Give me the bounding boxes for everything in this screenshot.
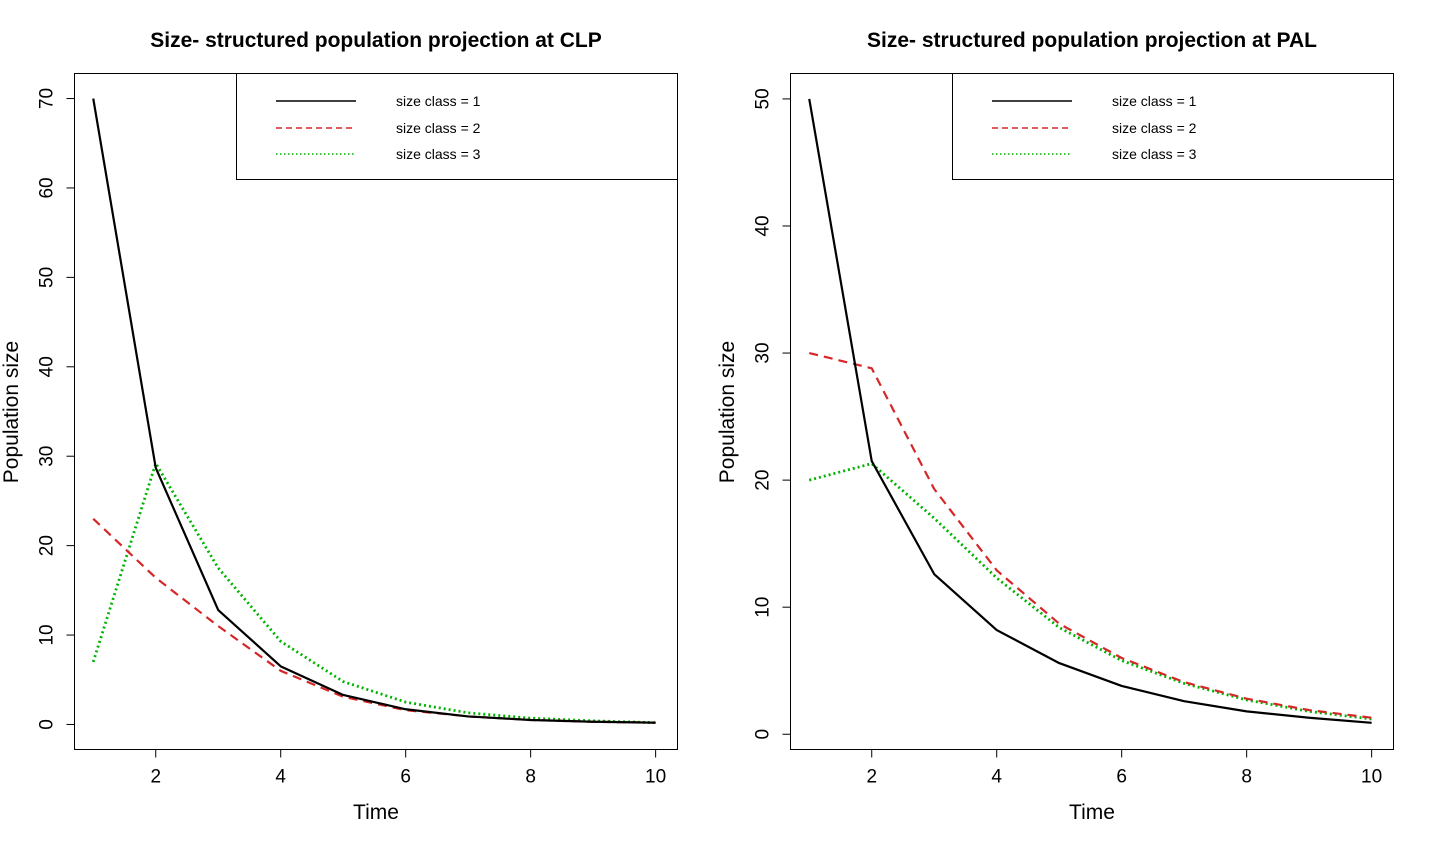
x-tick-label: 2 [866,767,877,788]
series-line-size-class-1 [808,98,1372,724]
x-tick-label: 6 [1116,767,1127,788]
y-tick-label: 40 [753,215,774,236]
legend-label-size-class-2: size class = 2 [396,120,481,136]
x-tick-label: 2 [150,767,161,788]
legend-label-size-class-1: size class = 1 [1112,93,1197,109]
series-line-size-class-3 [91,461,656,725]
y-tick-label: 20 [753,470,774,491]
x-tick-label: 8 [525,767,536,788]
legend-label-size-class-3: size class = 3 [396,146,481,162]
legend: size class = 1 size class = 2 size class… [952,73,1394,180]
x-tick-label: 6 [400,767,411,788]
y-tick-label: 50 [37,267,58,288]
y-tick-label: 30 [37,446,58,467]
legend-label-size-class-1: size class = 1 [396,93,481,109]
chart-pal: Size- structured population projection a… [716,29,1394,824]
y-tick-label: 30 [753,342,774,363]
y-axis: 0 10 20 30 40 50 [753,88,791,740]
y-tick-label: 60 [37,177,58,198]
y-tick-label: 10 [37,624,58,645]
series-line-size-class-2 [808,351,1372,719]
chart-clp: Size- structured population projection a… [0,29,678,824]
chart-title: Size- structured population projection a… [150,29,602,52]
series-line-size-class-2 [92,518,656,724]
x-axis: 2 4 6 8 10 [866,749,1382,788]
y-tick-label: 50 [753,88,774,109]
series-lines [91,98,656,725]
plot-frame [74,73,678,750]
plot-frame [790,73,1394,750]
x-tick-label: 10 [645,767,666,788]
x-axis-label: Time [353,801,399,824]
series-line-size-class-1 [92,98,656,724]
x-tick-label: 10 [1361,767,1382,788]
x-tick-label: 8 [1241,767,1252,788]
legend-label-size-class-3: size class = 3 [1112,146,1197,162]
legend-box [236,73,678,180]
series-lines [808,98,1372,724]
x-tick-label: 4 [275,767,286,788]
y-tick-label: 0 [37,719,58,730]
y-tick-label: 40 [37,356,58,377]
y-axis: 0 10 20 30 40 50 60 70 [37,88,75,730]
legend-label-size-class-2: size class = 2 [1112,120,1197,136]
x-axis: 2 4 6 8 10 [150,749,666,788]
y-axis-label: Population size [0,341,23,483]
legend-box [952,73,1394,180]
chart-title: Size- structured population projection a… [867,29,1317,52]
y-tick-label: 0 [753,729,774,740]
y-tick-label: 20 [37,535,58,556]
y-tick-label: 10 [753,597,774,618]
y-tick-label: 70 [37,88,58,109]
series-line-size-class-3 [808,462,1372,721]
x-tick-label: 4 [991,767,1002,788]
legend: size class = 1 size class = 2 size class… [236,73,678,180]
y-axis-label: Population size [716,341,739,483]
x-axis-label: Time [1069,801,1115,824]
